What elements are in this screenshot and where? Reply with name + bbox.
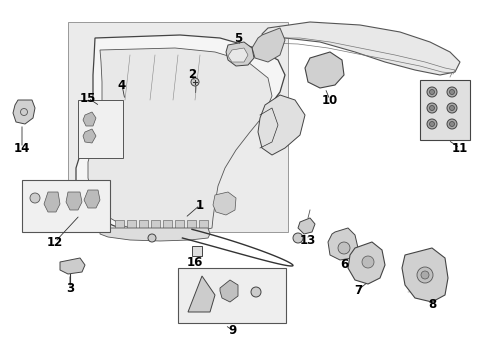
Circle shape: [447, 119, 457, 129]
Bar: [178, 268, 286, 323]
Polygon shape: [187, 220, 196, 228]
Polygon shape: [13, 100, 35, 124]
Text: 1: 1: [196, 198, 204, 212]
Polygon shape: [199, 220, 208, 228]
Circle shape: [251, 287, 261, 297]
Polygon shape: [305, 52, 344, 88]
Polygon shape: [76, 35, 285, 236]
Polygon shape: [60, 258, 85, 274]
Text: 16: 16: [187, 256, 203, 269]
Polygon shape: [213, 192, 236, 215]
Polygon shape: [252, 28, 285, 62]
Bar: [192, 246, 202, 256]
Polygon shape: [402, 248, 448, 302]
Circle shape: [430, 90, 435, 95]
Circle shape: [430, 122, 435, 126]
Polygon shape: [175, 220, 184, 228]
Polygon shape: [226, 42, 254, 66]
Polygon shape: [127, 220, 136, 228]
Circle shape: [449, 122, 455, 126]
Text: 9: 9: [228, 324, 236, 337]
Text: 11: 11: [452, 141, 468, 154]
Text: 10: 10: [322, 94, 338, 107]
Text: 15: 15: [80, 91, 96, 104]
Polygon shape: [188, 276, 215, 312]
Text: 12: 12: [47, 235, 63, 248]
Bar: [78, 100, 123, 158]
Polygon shape: [83, 129, 96, 143]
Circle shape: [362, 256, 374, 268]
Text: 2: 2: [188, 68, 196, 81]
Polygon shape: [115, 220, 124, 228]
Circle shape: [447, 103, 457, 113]
Polygon shape: [44, 192, 60, 212]
Bar: [22, 180, 110, 232]
Circle shape: [30, 193, 40, 203]
Circle shape: [191, 78, 199, 86]
Text: 5: 5: [234, 32, 242, 45]
Text: 13: 13: [300, 234, 316, 247]
Text: 14: 14: [14, 141, 30, 154]
Polygon shape: [84, 190, 100, 208]
Circle shape: [293, 233, 303, 243]
Text: 7: 7: [354, 284, 362, 297]
Circle shape: [447, 87, 457, 97]
Polygon shape: [228, 48, 248, 62]
Circle shape: [421, 271, 429, 279]
Polygon shape: [258, 95, 305, 155]
Circle shape: [449, 90, 455, 95]
Polygon shape: [163, 220, 172, 228]
Bar: [420, 80, 470, 140]
Polygon shape: [220, 280, 238, 302]
Polygon shape: [100, 228, 210, 241]
Circle shape: [427, 87, 437, 97]
Polygon shape: [262, 22, 460, 75]
Circle shape: [427, 103, 437, 113]
Text: 6: 6: [340, 258, 348, 271]
Polygon shape: [66, 192, 82, 210]
Polygon shape: [298, 218, 315, 234]
Polygon shape: [348, 242, 385, 284]
Circle shape: [430, 105, 435, 111]
Polygon shape: [83, 112, 96, 126]
Text: 8: 8: [428, 298, 436, 311]
Polygon shape: [139, 220, 148, 228]
Circle shape: [417, 267, 433, 283]
Polygon shape: [88, 48, 272, 233]
Circle shape: [21, 108, 27, 116]
Polygon shape: [151, 220, 160, 228]
Bar: [68, 22, 288, 232]
Polygon shape: [328, 228, 358, 260]
Text: 3: 3: [66, 282, 74, 294]
Circle shape: [427, 119, 437, 129]
Circle shape: [148, 234, 156, 242]
Circle shape: [338, 242, 350, 254]
Text: 4: 4: [118, 78, 126, 91]
Circle shape: [449, 105, 455, 111]
